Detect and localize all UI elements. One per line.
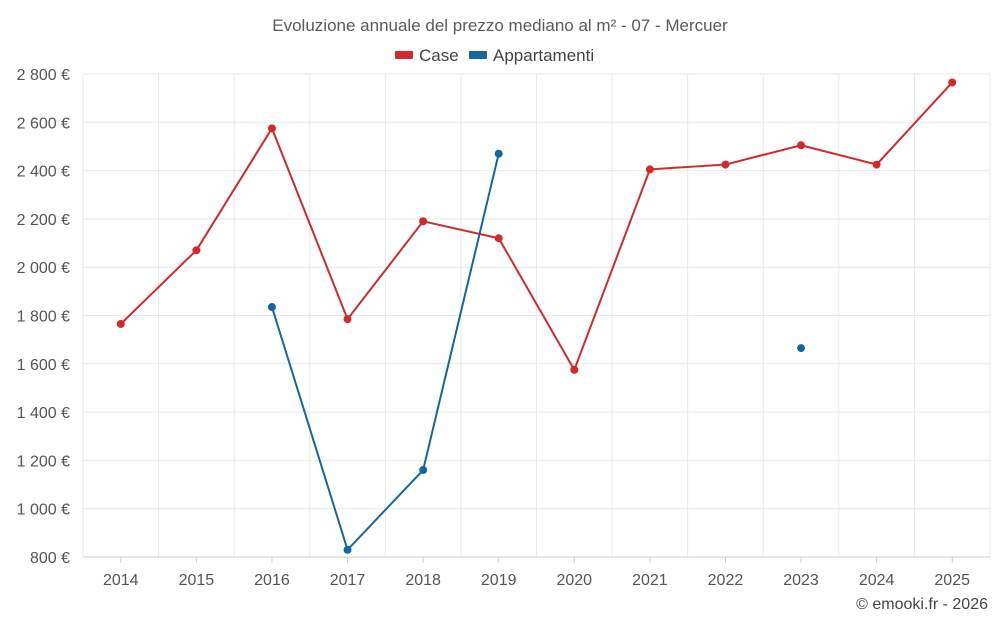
- data-point-case-2020[interactable]: [570, 365, 579, 374]
- data-point-appartamenti-2017[interactable]: [343, 545, 352, 554]
- x-tick-label: 2024: [859, 572, 895, 589]
- legend-swatch: [469, 51, 487, 59]
- x-tick-label: 2025: [934, 572, 970, 589]
- y-tick-label: 2 000 €: [17, 260, 70, 277]
- y-tick-label: 2 800 €: [17, 67, 70, 84]
- legend-swatch: [395, 51, 413, 59]
- x-tick-label: 2021: [632, 572, 668, 589]
- y-tick-label: 1 000 €: [17, 502, 70, 519]
- credit-text: © emooki.fr - 2026: [856, 596, 988, 613]
- legend-label: Appartamenti: [493, 46, 594, 65]
- x-tick-label: 2023: [783, 572, 819, 589]
- legend-item-case[interactable]: Case: [395, 46, 459, 65]
- y-tick-label: 2 200 €: [17, 212, 70, 229]
- x-axis: 2014 2015 2016 2017 2018 2019 2020 2021 2022 2023…: [103, 557, 970, 589]
- data-point-appartamenti-2019[interactable]: [494, 149, 503, 158]
- x-tick-label: 2016: [254, 572, 290, 589]
- y-tick-label: 2 600 €: [17, 115, 70, 132]
- gridlines: [82, 73, 991, 558]
- x-tick-label: 2019: [481, 572, 517, 589]
- x-tick-label: 2015: [179, 572, 215, 589]
- data-point-case-2019[interactable]: [494, 234, 503, 243]
- data-point-case-2021[interactable]: [645, 165, 654, 174]
- data-point-case-2015[interactable]: [192, 246, 201, 255]
- y-tick-label: 1 600 €: [17, 357, 70, 374]
- data-point-case-2016[interactable]: [267, 124, 276, 133]
- y-tick-label: 2 400 €: [17, 164, 70, 181]
- data-point-case-2017[interactable]: [343, 315, 352, 324]
- data-point-appartamenti-2018[interactable]: [419, 466, 428, 475]
- y-tick-label: 1 400 €: [17, 405, 70, 422]
- x-tick-label: 2020: [556, 572, 592, 589]
- legend-item-appartamenti[interactable]: Appartamenti: [469, 46, 594, 65]
- series-appartamenti: [267, 149, 806, 554]
- data-point-case-2024[interactable]: [872, 160, 881, 169]
- series-layer: [116, 78, 957, 554]
- data-point-case-2018[interactable]: [419, 217, 428, 226]
- series-line-case: [120, 81, 953, 371]
- x-tick-label: 2017: [330, 572, 366, 589]
- chart-title: Evoluzione annuale del prezzo mediano al…: [272, 16, 728, 35]
- data-point-case-2023[interactable]: [797, 141, 806, 150]
- data-point-appartamenti-2016[interactable]: [267, 303, 276, 312]
- legend-label: Case: [419, 46, 459, 65]
- x-tick-label: 2022: [708, 572, 744, 589]
- data-point-case-2014[interactable]: [116, 319, 125, 328]
- data-point-case-2022[interactable]: [721, 160, 730, 169]
- series-line-appartamenti: [271, 153, 500, 551]
- x-tick-label: 2018: [405, 572, 441, 589]
- y-tick-label: 1 800 €: [17, 309, 70, 326]
- data-point-appartamenti-2023[interactable]: [797, 344, 806, 353]
- legend[interactable]: Case Appartamenti: [395, 46, 594, 65]
- series-case: [116, 78, 957, 374]
- y-tick-label: 1 200 €: [17, 453, 70, 470]
- data-point-case-2025[interactable]: [948, 78, 957, 87]
- y-axis: 800 € 1 000 € 1 200 € 1 400 € 1 600 € 1 800 €…: [17, 67, 70, 567]
- y-tick-label: 800 €: [30, 550, 70, 567]
- x-tick-label: 2014: [103, 572, 139, 589]
